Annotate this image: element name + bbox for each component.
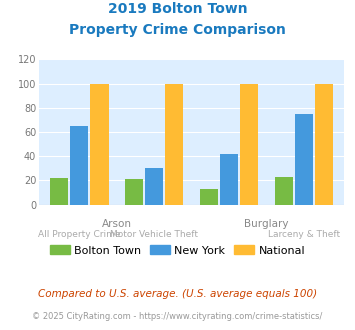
Bar bbox=[50, 178, 68, 205]
Text: 2019 Bolton Town: 2019 Bolton Town bbox=[108, 2, 247, 16]
Bar bbox=[145, 168, 163, 205]
Bar bbox=[220, 154, 238, 205]
Bar bbox=[315, 83, 333, 205]
Text: Arson: Arson bbox=[102, 219, 132, 229]
Bar bbox=[295, 114, 313, 205]
Text: © 2025 CityRating.com - https://www.cityrating.com/crime-statistics/: © 2025 CityRating.com - https://www.city… bbox=[32, 312, 323, 321]
Bar bbox=[240, 83, 258, 205]
Text: Burglary: Burglary bbox=[244, 219, 289, 229]
Bar bbox=[70, 126, 88, 205]
Bar bbox=[165, 83, 184, 205]
Bar bbox=[125, 179, 143, 205]
Text: Motor Vehicle Theft: Motor Vehicle Theft bbox=[110, 230, 198, 239]
Text: Compared to U.S. average. (U.S. average equals 100): Compared to U.S. average. (U.S. average … bbox=[38, 289, 317, 299]
Text: Larceny & Theft: Larceny & Theft bbox=[268, 230, 340, 239]
Text: Property Crime Comparison: Property Crime Comparison bbox=[69, 23, 286, 37]
Text: All Property Crime: All Property Crime bbox=[38, 230, 120, 239]
Bar bbox=[200, 189, 218, 205]
Legend: Bolton Town, New York, National: Bolton Town, New York, National bbox=[45, 241, 310, 260]
Bar bbox=[275, 177, 293, 205]
Bar bbox=[90, 83, 109, 205]
